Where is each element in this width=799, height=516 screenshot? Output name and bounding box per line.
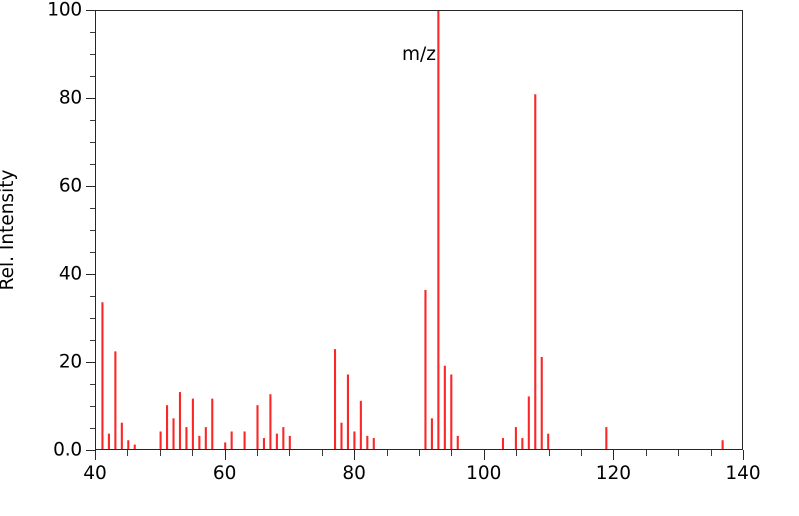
x-axis-title: m/z — [402, 44, 436, 65]
y-tick-minor — [90, 120, 95, 121]
spectrum-series — [101, 11, 724, 449]
y-tick-major — [86, 450, 95, 451]
y-tick-label: 80 — [58, 87, 82, 109]
x-tick-major — [95, 450, 96, 460]
x-tick-minor — [419, 450, 420, 456]
x-tick-minor — [321, 450, 323, 456]
y-tick-major — [86, 186, 95, 187]
y-tick-label: 0.0 — [53, 439, 82, 461]
y-tick-label: 40 — [58, 263, 82, 285]
y-tick-minor — [90, 428, 95, 429]
x-tick-label: 140 — [725, 463, 761, 484]
x-tick-label: 100 — [466, 463, 502, 484]
y-tick-major — [86, 98, 95, 99]
x-tick-minor — [581, 450, 582, 456]
x-tick-label: 40 — [83, 463, 107, 484]
y-tick-label: 100 — [47, 0, 82, 21]
y-tick-minor — [90, 406, 95, 407]
x-tick-label: 80 — [342, 463, 366, 484]
x-tick-minor — [127, 450, 129, 456]
y-tick-minor — [90, 296, 95, 297]
y-tick-minor — [90, 252, 95, 253]
x-axis: 40 60 80 100 120 140 — [0, 450, 799, 516]
x-tick-major — [613, 450, 615, 460]
y-tick-major — [86, 274, 95, 275]
x-tick-minor — [710, 450, 712, 456]
x-tick-major — [483, 450, 485, 460]
y-tick-label: 60 — [58, 175, 82, 197]
x-tick-major — [743, 450, 744, 460]
x-tick-minor — [289, 450, 291, 456]
y-tick-minor — [90, 32, 95, 33]
y-tick-major — [86, 362, 95, 363]
y-tick-minor — [90, 318, 95, 319]
x-tick-minor — [192, 450, 194, 456]
x-tick-minor — [678, 450, 680, 456]
x-tick-label: 60 — [212, 463, 237, 484]
x-tick-major — [224, 450, 226, 460]
y-axis-title: Rel. Intensity — [0, 169, 18, 291]
y-tick-minor — [90, 76, 95, 77]
x-tick-minor — [257, 450, 258, 456]
y-tick-major — [86, 10, 95, 11]
x-tick-label: 120 — [595, 463, 632, 484]
x-tick-minor — [645, 450, 647, 456]
y-axis: 0.0 20 40 60 80 100 — [0, 0, 95, 461]
x-tick-minor — [386, 450, 388, 456]
x-tick-minor — [451, 450, 453, 456]
y-tick-minor — [90, 230, 95, 231]
x-tick-minor — [159, 450, 161, 456]
plot-area — [95, 10, 743, 450]
y-tick-minor — [90, 164, 95, 165]
y-tick-minor — [90, 340, 95, 341]
y-tick-minor — [90, 54, 95, 55]
y-tick-minor — [90, 142, 95, 143]
y-tick-label: 20 — [58, 351, 82, 373]
y-tick-minor — [90, 384, 95, 385]
y-tick-minor — [90, 208, 95, 209]
x-tick-minor — [516, 450, 518, 456]
x-tick-minor — [548, 450, 550, 456]
x-tick-major — [354, 450, 356, 460]
